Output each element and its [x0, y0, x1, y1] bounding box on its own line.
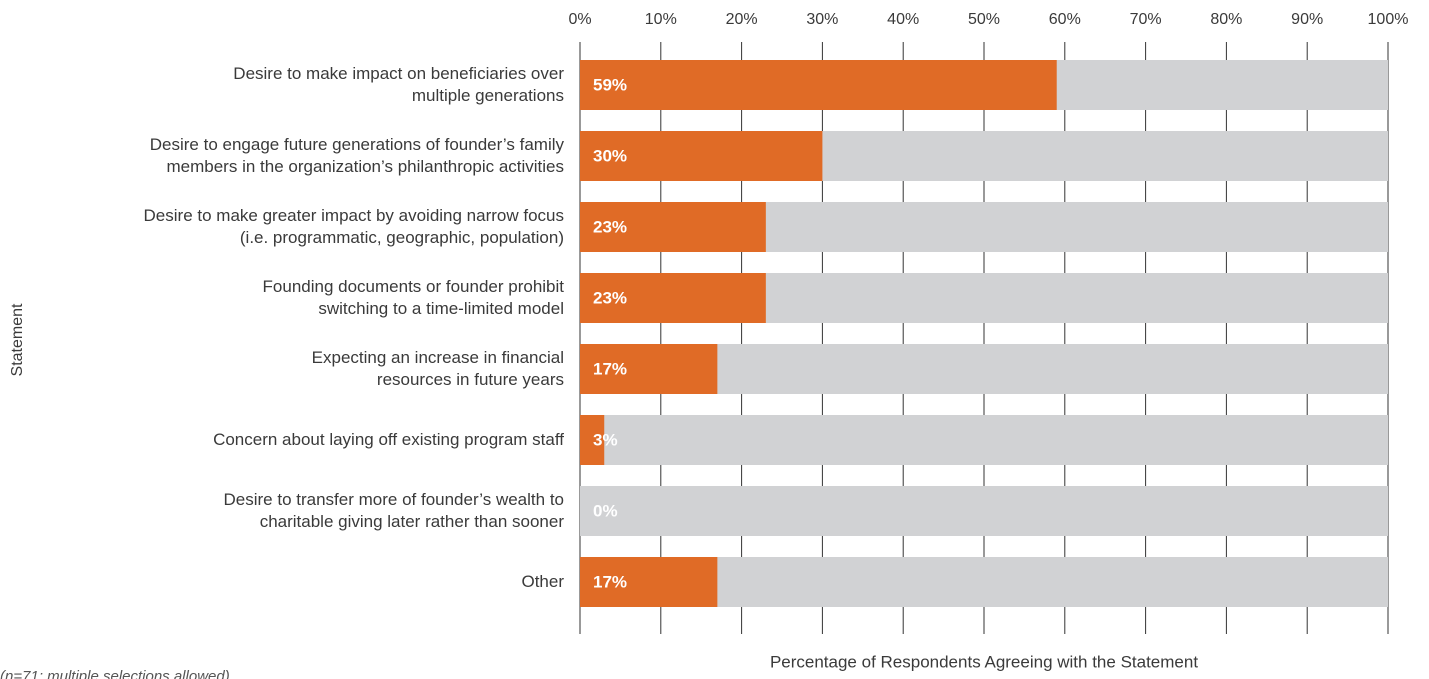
- y-axis-title: Statement: [9, 303, 26, 376]
- bar: [580, 415, 605, 465]
- x-axis-title: Percentage of Respondents Agreeing with …: [770, 652, 1198, 671]
- x-tick-label: 20%: [726, 11, 758, 28]
- bar-track: [580, 415, 1388, 465]
- value-label: 23%: [593, 217, 627, 236]
- category-label: Expecting an increase in financial resou…: [311, 348, 564, 389]
- x-tick-label: 50%: [968, 11, 1000, 28]
- value-label: 59%: [593, 75, 627, 94]
- bar: [580, 344, 718, 394]
- x-tick-label: 70%: [1130, 11, 1162, 28]
- category-label: Other: [521, 572, 564, 591]
- bar: [580, 60, 1057, 110]
- bar: [580, 273, 766, 323]
- value-label: 23%: [593, 288, 627, 307]
- bar: [580, 202, 766, 252]
- value-label: 17%: [593, 572, 627, 591]
- value-label: 3%: [593, 430, 618, 449]
- x-tick-label: 100%: [1368, 11, 1409, 28]
- category-label: Desire to transfer more of founder’s wea…: [223, 490, 564, 531]
- value-label: 17%: [593, 359, 627, 378]
- category-label: Desire to make impact on beneficiaries o…: [233, 64, 564, 105]
- x-tick-label: 0%: [568, 11, 591, 28]
- bar: [580, 131, 823, 181]
- x-tick-label: 60%: [1049, 11, 1081, 28]
- note: (n=71; multiple selections allowed): [0, 668, 230, 679]
- bar: [580, 557, 718, 607]
- category-label: Desire to engage future generations of f…: [149, 135, 564, 176]
- category-label: Desire to make greater impact by avoidin…: [143, 206, 564, 247]
- x-tick-label: 40%: [887, 11, 919, 28]
- x-tick-label: 30%: [806, 11, 838, 28]
- x-tick-label: 90%: [1291, 11, 1323, 28]
- category-label: Concern about laying off existing progra…: [213, 430, 564, 449]
- value-label: 0%: [593, 501, 618, 520]
- x-tick-label: 10%: [645, 11, 677, 28]
- bar-track: [580, 486, 1388, 536]
- x-tick-label: 80%: [1210, 11, 1242, 28]
- value-label: 30%: [593, 146, 627, 165]
- category-label: Founding documents or founder prohibit s…: [262, 277, 564, 318]
